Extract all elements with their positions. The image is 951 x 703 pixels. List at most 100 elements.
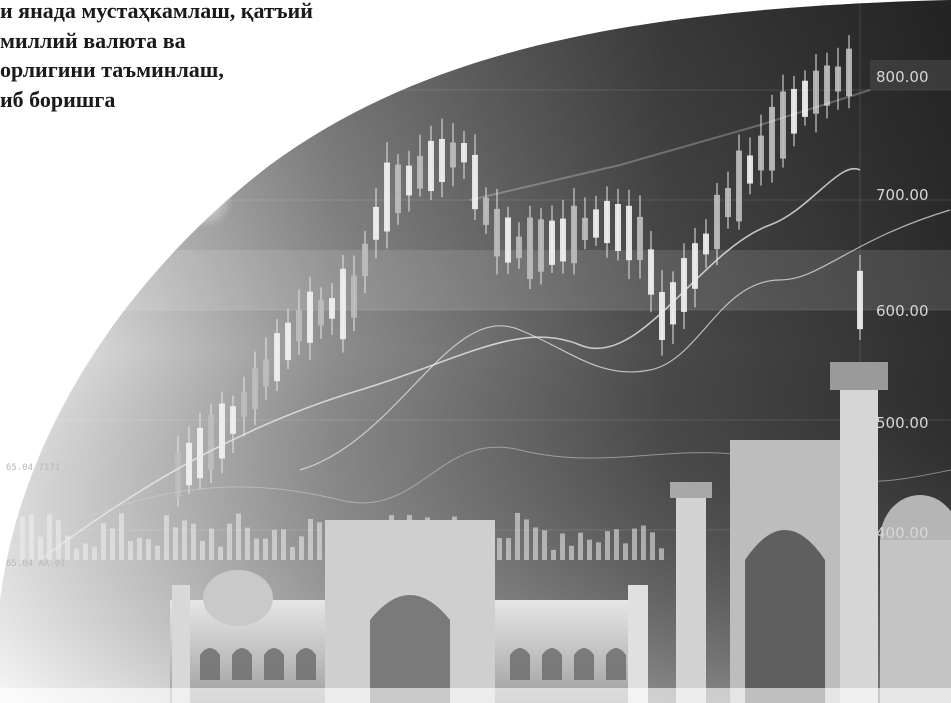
volume-bar xyxy=(245,527,250,560)
candle-body xyxy=(230,406,236,434)
price-label-400: 400.00 xyxy=(876,524,929,542)
volume-bar xyxy=(218,546,223,560)
candle-body xyxy=(505,217,511,263)
candle-body xyxy=(604,200,610,244)
volume-bar xyxy=(497,537,502,560)
candle-body xyxy=(593,209,599,238)
candle-body xyxy=(670,282,676,325)
price-label-700: 700.00 xyxy=(876,186,929,204)
candle-body xyxy=(351,275,357,318)
candle-body xyxy=(758,135,764,171)
candle-body xyxy=(318,300,324,326)
headline-line-3: орлигини таъминлаш, xyxy=(0,57,224,82)
candle-body xyxy=(549,220,555,265)
volume-bar xyxy=(101,523,106,560)
price-scale-highlight xyxy=(870,60,951,90)
candle-body xyxy=(307,291,313,343)
volume-bar xyxy=(209,528,214,560)
candle-body xyxy=(615,203,621,252)
volume-bar xyxy=(137,537,142,560)
candle-body xyxy=(208,414,214,470)
candle-body xyxy=(824,65,830,106)
volume-bar xyxy=(524,519,529,560)
candle-body xyxy=(736,150,742,222)
volume-bar xyxy=(20,516,25,560)
headline-line-2: миллий валюта ва xyxy=(0,27,186,53)
volume-bar xyxy=(191,523,196,560)
candle-body xyxy=(428,140,434,192)
candle-body xyxy=(846,48,852,97)
volume-bar xyxy=(533,527,538,560)
volume-bar xyxy=(146,539,151,560)
candle-body xyxy=(714,194,720,250)
candle-body xyxy=(659,292,665,340)
volume-bar xyxy=(596,542,601,560)
volume-bar xyxy=(299,536,304,560)
candle-body xyxy=(340,268,346,340)
candle-body xyxy=(373,206,379,240)
volume-bar xyxy=(515,512,520,560)
ticker-label-lower: 65.04 AA-01 xyxy=(6,559,66,569)
volume-bar xyxy=(605,531,610,560)
candle-body xyxy=(241,391,247,417)
candle-body xyxy=(791,88,797,134)
volume-bar xyxy=(173,527,178,560)
volume-bar xyxy=(182,520,187,560)
volume-bar xyxy=(110,528,115,560)
volume-bar xyxy=(83,543,88,560)
candle-body xyxy=(439,138,445,183)
volume-bar xyxy=(47,514,52,560)
candle-body xyxy=(252,368,258,410)
candle-body xyxy=(472,154,478,210)
volume-bar xyxy=(641,525,646,560)
candle-body xyxy=(648,249,654,295)
volume-bars xyxy=(20,512,664,560)
candle-body xyxy=(835,66,841,92)
volume-bar xyxy=(551,549,556,560)
volume-bar xyxy=(74,548,79,560)
candle-body xyxy=(780,91,786,159)
volume-bar xyxy=(128,540,133,560)
volume-bar xyxy=(290,547,295,560)
volume-bar xyxy=(578,532,583,560)
candle-body xyxy=(527,217,533,279)
candle-body xyxy=(637,216,643,261)
candle-body xyxy=(769,106,775,171)
candle-body xyxy=(384,162,390,232)
candle-body xyxy=(571,205,577,264)
headline-line-1: и янада мустаҳкамлаш, қатъий xyxy=(0,0,313,23)
volume-bar xyxy=(506,538,511,560)
price-label-800: 800.00 xyxy=(876,68,929,86)
volume-bar xyxy=(281,529,286,560)
volume-bar xyxy=(236,513,241,560)
candle-body xyxy=(274,333,280,382)
candle-body xyxy=(494,208,500,257)
candle-body xyxy=(395,164,401,213)
price-label-600: 600.00 xyxy=(876,302,929,320)
volume-bar xyxy=(164,515,169,560)
volume-bar xyxy=(542,530,547,560)
candle-body xyxy=(263,359,269,387)
volume-bar xyxy=(119,513,124,560)
volume-bar xyxy=(569,545,574,560)
candle-body xyxy=(219,403,225,459)
candle-body xyxy=(582,217,588,241)
volume-bar xyxy=(587,539,592,560)
candle-body xyxy=(406,165,412,196)
candle-body xyxy=(538,219,544,272)
volume-bar xyxy=(623,543,628,560)
candle-body xyxy=(626,205,632,261)
volume-bar xyxy=(317,522,322,560)
volume-bar xyxy=(659,548,664,560)
candle-body xyxy=(175,452,181,498)
volume-bar xyxy=(560,533,565,560)
trend-line xyxy=(299,209,951,471)
price-scale: 800.00 700.00 600.00 500.00 400.00 xyxy=(870,60,951,542)
ticker-label-upper: 65.04 7171 xyxy=(6,463,60,473)
candle-body xyxy=(703,233,709,255)
volume-bar xyxy=(227,523,232,560)
volume-bar xyxy=(65,535,70,560)
volume-bar xyxy=(254,538,259,560)
candle-body xyxy=(417,155,423,189)
